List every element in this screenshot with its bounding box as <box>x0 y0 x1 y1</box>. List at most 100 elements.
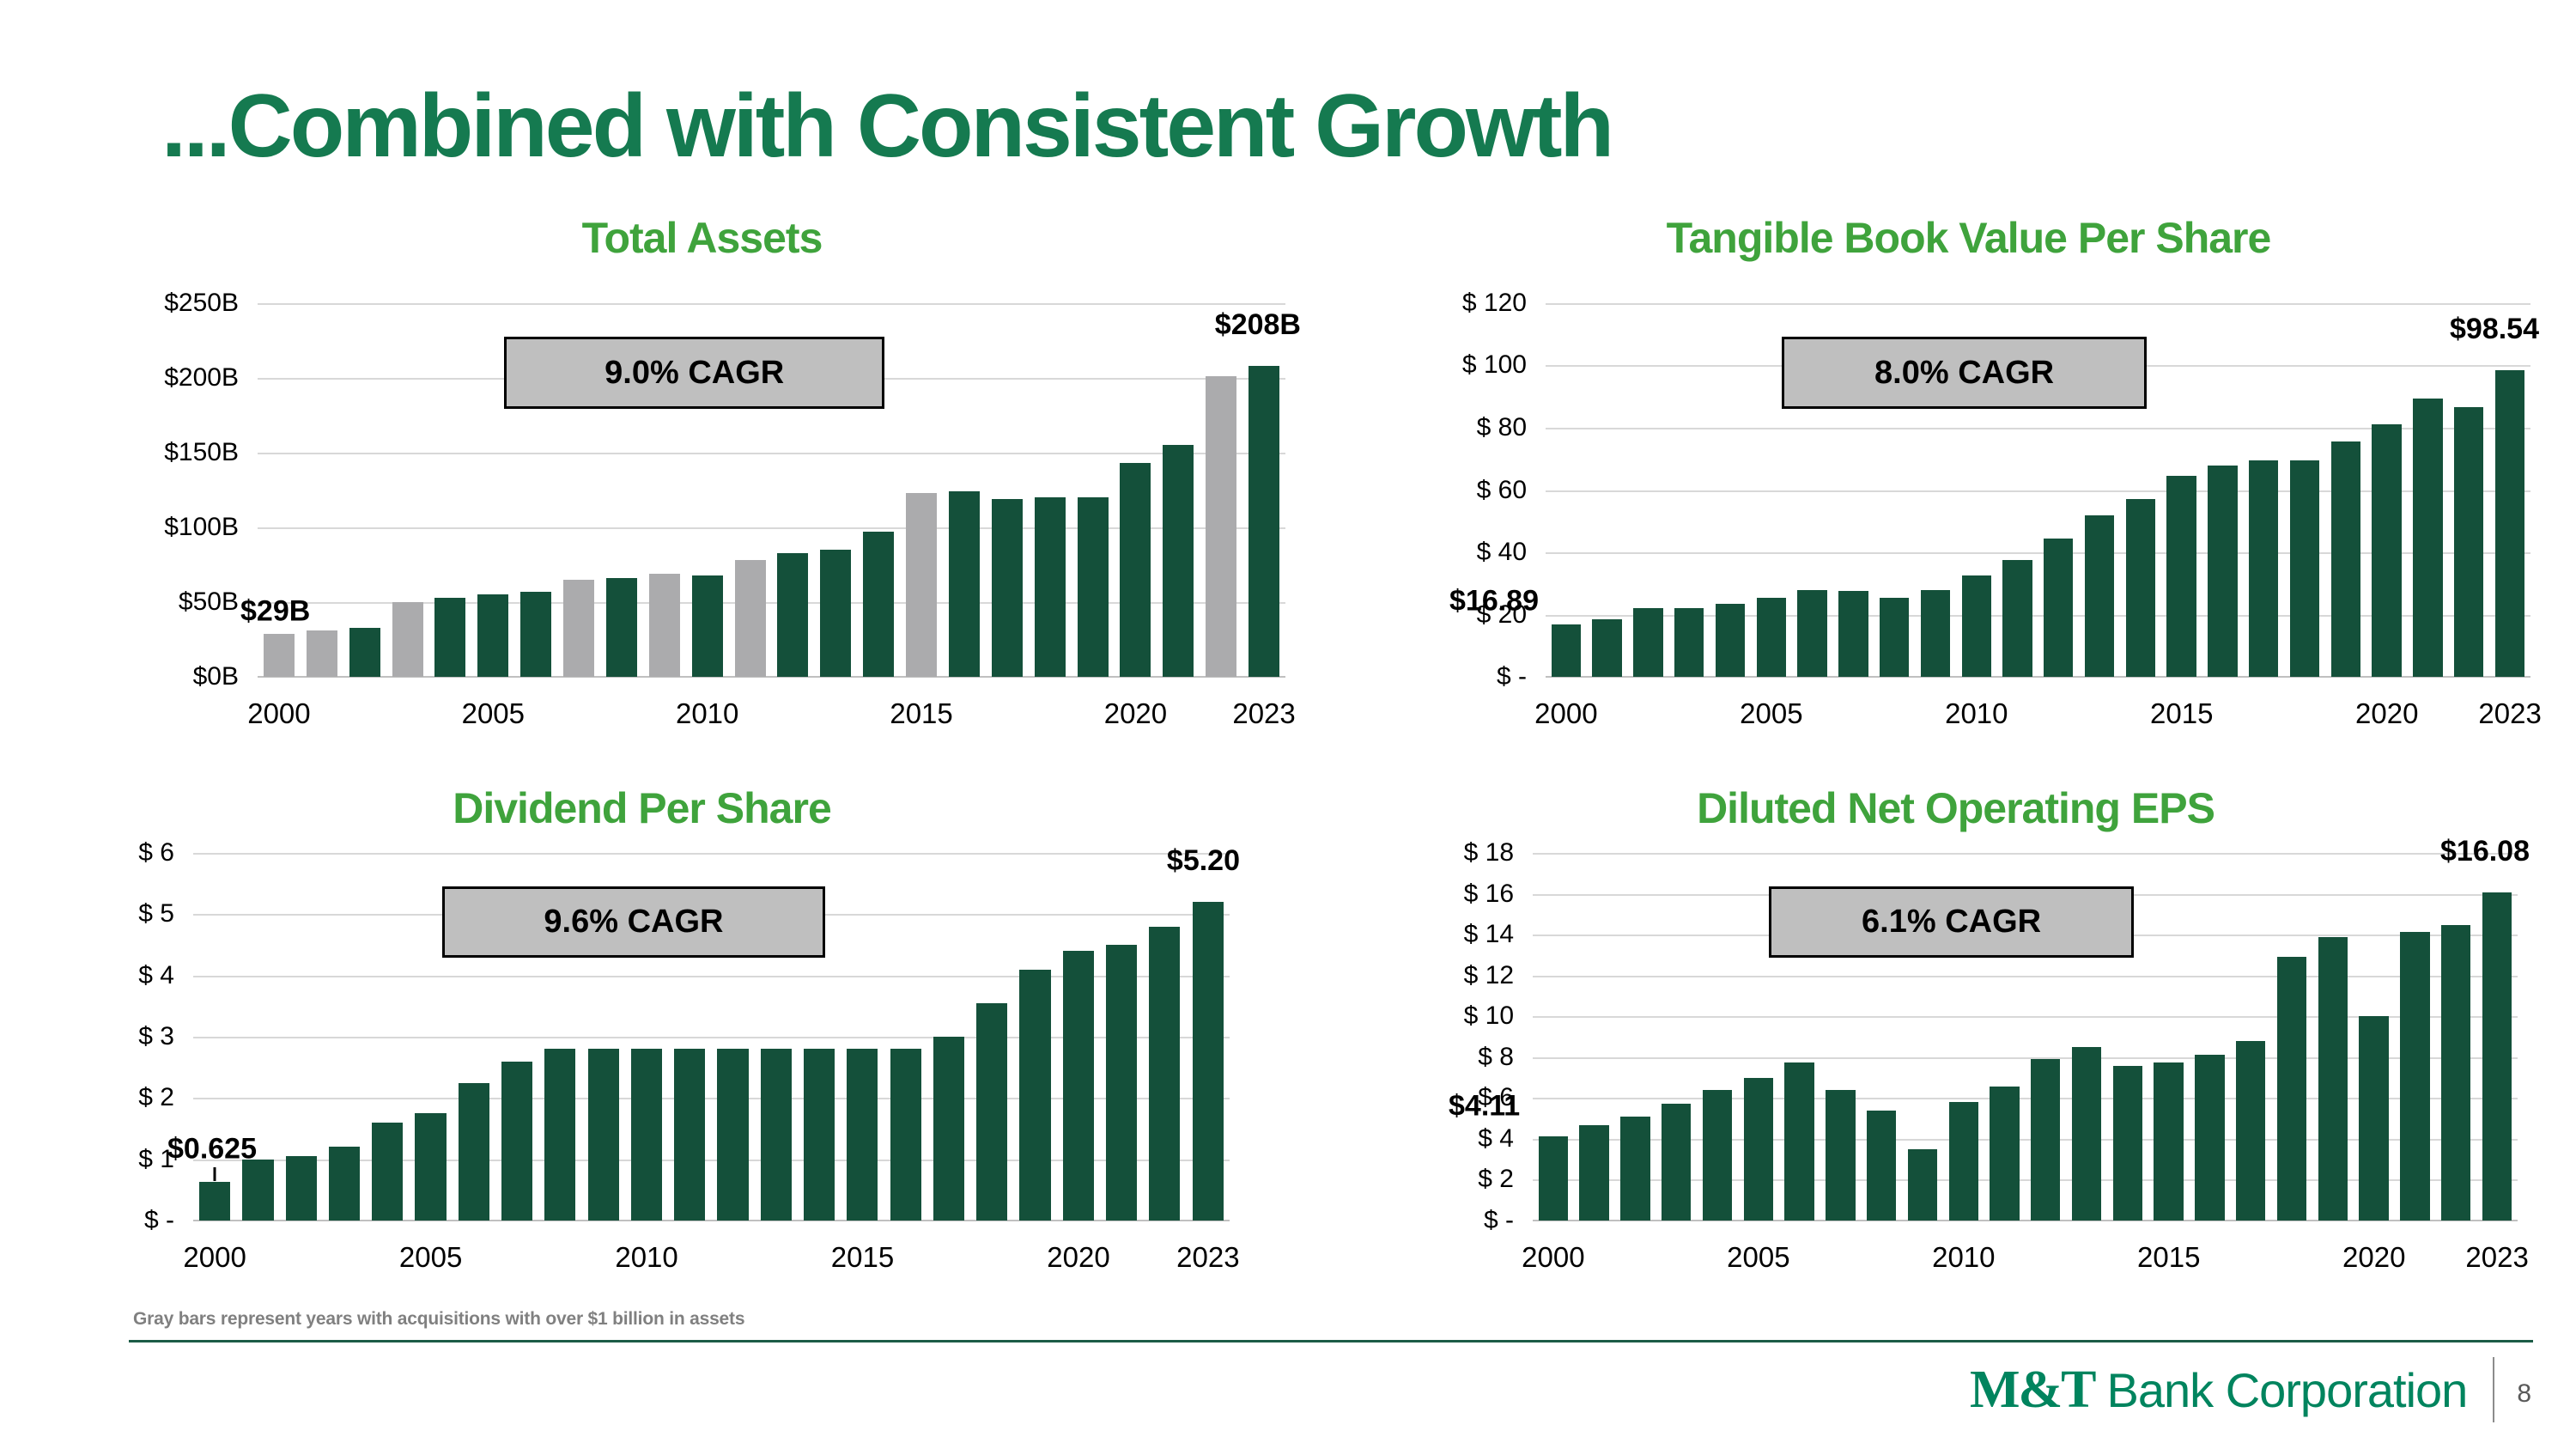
y-axis-label: $ 6 <box>1478 1083 1514 1112</box>
x-axis-label: 2010 <box>675 697 739 729</box>
gridline <box>1533 1016 2518 1019</box>
x-axis-label: 2023 <box>2478 697 2542 729</box>
bars <box>1546 303 2530 677</box>
gridline <box>193 1098 1230 1100</box>
x-axis-label: 2000 <box>247 697 311 729</box>
start-value-label: $4.11 <box>1449 1089 1521 1123</box>
gridline <box>1533 975 2518 977</box>
bar-2021 <box>2400 931 2430 1221</box>
bar-2020 <box>1062 951 1094 1221</box>
bar-2003 <box>392 602 423 677</box>
logo-mt-mark: M&T <box>1969 1360 2097 1419</box>
gridline <box>193 853 1230 855</box>
bar-2023 <box>1249 366 1280 677</box>
x-axis-label: 2005 <box>461 697 526 729</box>
gridline <box>1546 427 2530 429</box>
bar-2016 <box>948 491 980 677</box>
gridline <box>193 975 1230 977</box>
gridline <box>258 303 1285 305</box>
bar-2016 <box>2208 465 2238 677</box>
x-axis-label: 2020 <box>1103 697 1168 729</box>
bar-2014 <box>803 1049 835 1221</box>
x-axis-label: 2000 <box>1534 697 1598 729</box>
bar-2010 <box>630 1049 663 1221</box>
start-value-label: $16.89 <box>1449 584 1539 618</box>
bar-2012 <box>717 1049 749 1221</box>
gridline <box>1546 490 2530 492</box>
y-axis-label: $100B <box>164 513 239 541</box>
x-axis-label: 2015 <box>2137 1241 2201 1273</box>
x-axis-label: 2000 <box>183 1241 246 1273</box>
bar-2010 <box>1948 1102 1978 1221</box>
bars <box>1533 853 2518 1221</box>
gridline <box>1533 1179 2518 1182</box>
bar-2009 <box>587 1049 619 1221</box>
axis-baseline <box>258 676 1285 678</box>
end-value-label: $5.20 <box>1166 844 1240 878</box>
end-value-label: $16.08 <box>2440 834 2530 868</box>
bar-2005 <box>477 594 509 677</box>
bar-2000 <box>199 1182 231 1221</box>
bar-2010 <box>691 575 723 677</box>
bar-2014 <box>2112 1066 2143 1221</box>
bar-2015 <box>2166 476 2196 677</box>
plot-area: 6.1% CAGR $4.11 $16.08 $ 18 $ 16 $ 14 $ 12 $… <box>1449 835 2530 1273</box>
bars <box>193 853 1230 1221</box>
bar-2021 <box>1163 445 1194 677</box>
bar-2013 <box>2071 1046 2102 1221</box>
bar-2009 <box>1907 1148 1938 1221</box>
bar-2006 <box>1797 589 1827 677</box>
bar-2018 <box>976 1002 1008 1221</box>
plot-area: 8.0% CAGR $16.89 $98.54 $ 120 $ 100 $ 80 $ … <box>1449 289 2542 729</box>
bar-2009 <box>648 573 680 677</box>
bar-2010 <box>1961 575 1991 677</box>
y-axis-label: $200B <box>164 363 239 392</box>
bar-2014 <box>863 532 895 677</box>
y-axis-label: $ 1 <box>138 1144 174 1173</box>
leader-line <box>213 1166 216 1182</box>
chart-tangible-book-value: Tangible Book Value Per Share 8.0% CAGR … <box>1400 199 2542 758</box>
axis-baseline <box>1533 1220 2518 1221</box>
bar-2007 <box>1838 591 1868 677</box>
cagr-box: 9.6% CAGR <box>441 886 826 958</box>
bar-2018 <box>2289 460 2320 677</box>
bar-2006 <box>1784 1062 1814 1221</box>
y-axis-label: $ 120 <box>1461 289 1527 317</box>
bar-2005 <box>1756 597 1786 677</box>
footnote: Gray bars represent years with acquisiti… <box>133 1309 745 1329</box>
x-axis-label: 2020 <box>2342 1241 2406 1273</box>
bar-2003 <box>1674 608 1704 677</box>
x-axis-label: 2015 <box>830 1241 895 1273</box>
y-axis-label: $ 16 <box>1463 879 1514 908</box>
y-axis-label: $ 100 <box>1461 350 1527 380</box>
chart-total-assets: Total Assets 9.0% CAGR $29B $208B $250B $… <box>112 199 1301 758</box>
x-axis-label: 2023 <box>2465 1241 2529 1273</box>
bar-2011 <box>2002 560 2032 677</box>
separator-line <box>129 1340 2533 1342</box>
slide-title: ...Combined with Consistent Growth <box>161 76 1614 176</box>
x-axis-label: 2005 <box>1740 697 1803 729</box>
gridline <box>193 1037 1230 1038</box>
bar-2005 <box>1743 1077 1773 1221</box>
bar-2001 <box>242 1159 274 1221</box>
gridline <box>1533 1056 2518 1059</box>
bar-2023 <box>2482 892 2512 1221</box>
logo-bank-corporation-text: Bank Corporation <box>2106 1362 2469 1417</box>
bar-2002 <box>285 1156 317 1221</box>
cagr-box: 9.0% CAGR <box>504 337 885 410</box>
bar-2019 <box>2318 936 2348 1221</box>
y-axis-label: $150B <box>164 438 239 466</box>
chart-title: Tangible Book Value Per Share <box>1666 214 2272 262</box>
start-value-label: $0.625 <box>167 1132 257 1166</box>
bar-2019 <box>1019 969 1051 1221</box>
bar-2017 <box>991 498 1023 677</box>
bar-2000 <box>1538 1136 1569 1221</box>
bar-2018 <box>1034 497 1066 677</box>
y-axis-label: $ 14 <box>1463 920 1514 949</box>
bar-2001 <box>1579 1125 1609 1221</box>
gridline <box>1533 1138 2518 1141</box>
gridline <box>258 453 1285 454</box>
bar-2007 <box>563 579 595 677</box>
y-axis-label: $ 6 <box>138 838 174 867</box>
y-axis-label: $ 10 <box>1463 1002 1514 1031</box>
